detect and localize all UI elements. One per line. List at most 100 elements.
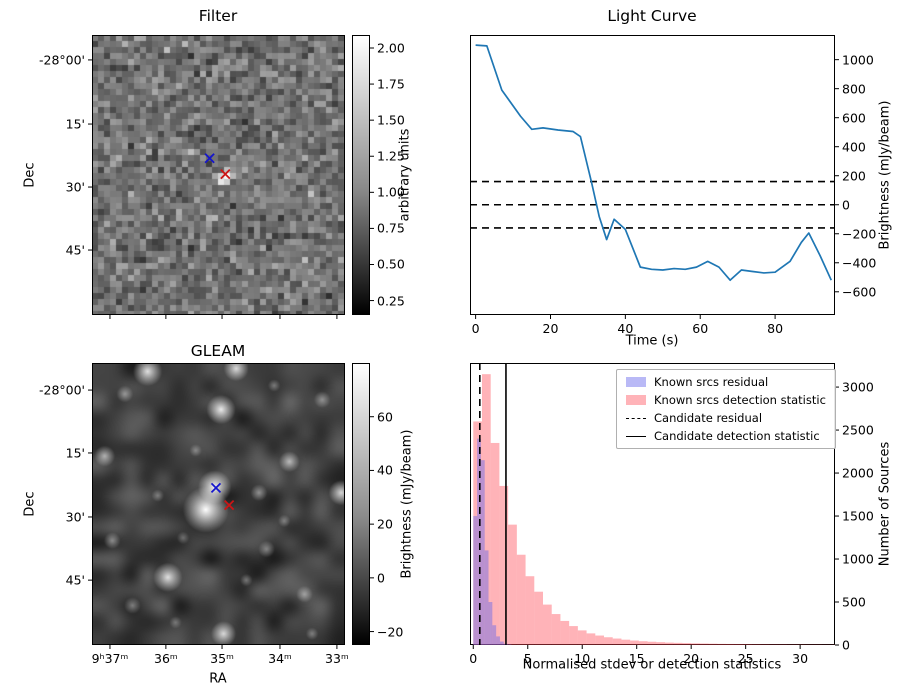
stat-tick-label: 0 xyxy=(469,651,478,666)
ra-tick-label: 9ʰ37ᵐ xyxy=(91,651,129,666)
brightness-tick-label: 800 xyxy=(842,81,866,97)
histogram-bar xyxy=(543,604,552,645)
colorbar-tick-label: 0.50 xyxy=(377,256,405,272)
histogram-bar xyxy=(477,438,481,645)
brightness-tick-label: 0 xyxy=(842,197,850,213)
histogram-bar xyxy=(481,374,491,645)
legend-label: Candidate residual xyxy=(654,411,763,425)
histogram-bar xyxy=(473,421,482,645)
histogram-bar xyxy=(569,626,578,645)
filter-ylabel: Dec xyxy=(22,162,38,188)
ra-tick-label: 34ᵐ xyxy=(268,651,292,666)
gleam-colorbar-gradient xyxy=(353,364,369,644)
time-tick-label: 40 xyxy=(617,321,634,336)
histogram-bar xyxy=(699,643,709,645)
histogram-bar xyxy=(795,644,805,645)
brightness-tick-label: 200 xyxy=(842,168,866,184)
legend-item: Candidate residual xyxy=(626,411,826,425)
histogram-bar xyxy=(480,460,485,645)
colorbar-tick-label: 20 xyxy=(377,516,393,532)
histogram-bar xyxy=(612,638,622,645)
histogram-bar xyxy=(743,644,753,645)
brightness-tick-label: 1000 xyxy=(842,52,874,68)
ra-tick-label: 36ᵐ xyxy=(154,651,178,666)
time-tick-label: 60 xyxy=(692,321,709,336)
lightcurve-line xyxy=(475,44,833,282)
ra-tick-label: 33ᵐ xyxy=(325,651,349,666)
legend-label: Candidate detection statistic xyxy=(654,429,820,443)
gleam-xlabel: RA xyxy=(209,671,227,687)
legend-label: Known srcs residual xyxy=(654,375,769,389)
histogram-xlabel: Normalised stdev or detection statistics xyxy=(522,657,782,673)
histogram-bar xyxy=(726,643,735,645)
count-tick-label: 3000 xyxy=(842,379,874,395)
brightness-tick-label: −400 xyxy=(842,255,877,271)
count-tick-label: 1500 xyxy=(842,508,874,524)
dec-tick-label: 15' xyxy=(65,116,85,132)
legend-item: Known srcs detection statistic xyxy=(626,393,826,407)
dec-tick-label: -28°00' xyxy=(38,382,85,398)
time-tick-label: 20 xyxy=(542,321,559,336)
filter-image-canvas xyxy=(92,35,345,315)
gleam-colorbar xyxy=(352,363,370,645)
colorbar-tick-label: 1.00 xyxy=(377,184,405,200)
histogram-bar xyxy=(490,442,500,645)
histogram-bar xyxy=(604,637,613,645)
histogram-bar xyxy=(717,643,727,645)
dec-tick-label: 45' xyxy=(65,572,85,588)
stat-tick-label: 25 xyxy=(737,651,754,666)
filter-colorbar-gradient xyxy=(353,36,369,314)
colorbar-tick-label: 0.75 xyxy=(377,220,405,236)
gleam-ylabel: Dec xyxy=(22,491,38,517)
colorbar-tick-label: 1.50 xyxy=(377,112,405,128)
stat-tick-label: 20 xyxy=(683,651,700,666)
histogram-bar xyxy=(760,644,770,645)
colorbar-tick-label: 1.75 xyxy=(377,76,405,92)
histogram-bar xyxy=(488,602,493,645)
histogram-bar xyxy=(656,642,666,645)
dec-tick-label: 30' xyxy=(65,509,85,525)
histogram-bar xyxy=(638,641,648,645)
histogram-bar xyxy=(516,554,526,645)
gleam-title: GLEAM xyxy=(190,342,246,360)
colorbar-tick-label: 0 xyxy=(377,570,385,586)
colorbar-tick-label: 40 xyxy=(377,462,393,478)
histogram-bar xyxy=(630,640,639,645)
histogram-bar xyxy=(734,644,744,645)
legend-patch-residual xyxy=(626,377,646,387)
histogram-bar xyxy=(560,620,570,645)
brightness-tick-label: −600 xyxy=(842,284,877,300)
lightcurve-ylabel: Brightness (mJy/beam) xyxy=(877,100,893,250)
legend-dashed-line xyxy=(626,417,646,419)
histogram-bar xyxy=(499,485,509,645)
histogram-bar xyxy=(778,644,788,645)
histogram-bar xyxy=(484,550,489,645)
brightness-tick-label: 400 xyxy=(842,139,866,155)
count-tick-label: 2500 xyxy=(842,422,874,438)
histogram-bar xyxy=(708,643,718,645)
dec-tick-label: 15' xyxy=(65,445,85,461)
legend-solid-line xyxy=(626,435,646,437)
colorbar-tick-label: 60 xyxy=(377,409,393,425)
stat-tick-label: 15 xyxy=(628,651,645,666)
histogram-bar xyxy=(534,591,543,645)
histogram-bar xyxy=(691,643,700,645)
gleam-colorbar-label: Brightness (mJy/beam) xyxy=(399,429,415,579)
brightness-tick-label: −200 xyxy=(842,226,877,242)
legend-item: Candidate detection statistic xyxy=(626,429,826,443)
lightcurve-title: Light Curve xyxy=(607,7,697,25)
colorbar-tick-label: 1.25 xyxy=(377,148,405,164)
histogram-ylabel: Number of Sources xyxy=(877,441,893,567)
legend-patch-detection xyxy=(626,395,646,405)
time-tick-label: 0 xyxy=(471,321,480,336)
gleam-image-canvas xyxy=(92,363,345,645)
histogram-bar xyxy=(508,524,517,645)
histogram-bar xyxy=(496,636,500,645)
colorbar-tick-label: −20 xyxy=(377,624,404,640)
histogram-bar xyxy=(673,642,683,645)
legend-label: Known srcs detection statistic xyxy=(654,393,826,407)
count-tick-label: 2000 xyxy=(842,465,874,481)
filter-title: Filter xyxy=(198,7,238,25)
lightcurve-xlabel: Time (s) xyxy=(625,333,679,349)
stat-tick-label: 10 xyxy=(574,651,591,666)
